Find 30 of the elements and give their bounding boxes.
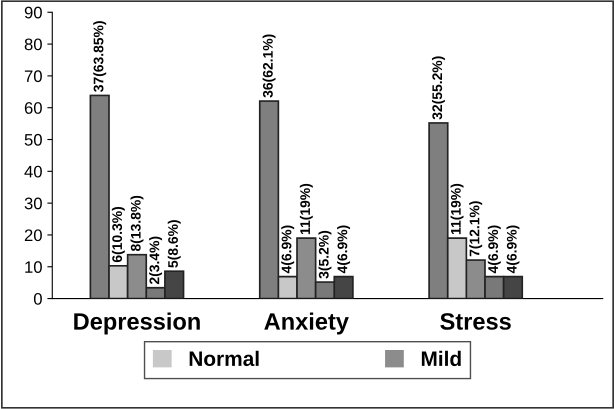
data-label: 8(13.8%): [130, 196, 144, 252]
y-tick-label: 20: [24, 229, 42, 242]
y-tick-label: 40: [24, 166, 42, 178]
data-label: 11(19%): [300, 184, 313, 234]
data-label: 5(8.6%): [168, 220, 181, 268]
data-label: 36(62.1%): [262, 34, 276, 98]
legend-label: Normal: [190, 350, 259, 366]
data-label: 32(55.2%): [432, 56, 445, 120]
y-tick-label: 30: [24, 198, 42, 210]
data-label: 4(6.9%): [281, 226, 294, 274]
data-label: 3(5.2%): [318, 230, 332, 279]
data-label: 4(6.9%): [488, 226, 501, 274]
data-label: 4(6.9%): [506, 226, 520, 274]
x-tick-label: Depression: [74, 312, 200, 334]
y-tick-label: 90: [24, 6, 42, 18]
x-tick-label: Anxiety: [264, 312, 349, 334]
x-tick-label: Stress: [440, 313, 511, 330]
y-tick-label: 0: [34, 292, 42, 305]
legend-label: Mild: [422, 350, 461, 366]
data-label: 2(3.4%): [149, 236, 162, 284]
y-tick-label: 70: [24, 70, 42, 82]
y-tick-label: 60: [24, 102, 42, 114]
data-label: 37(63.85%): [93, 21, 106, 92]
data-label: 6(10.3%): [112, 206, 125, 262]
y-tick-label: 50: [24, 134, 42, 146]
data-label: 4(6.9%): [337, 226, 350, 274]
y-tick-label: 10: [25, 261, 42, 273]
data-label: 11(19%): [450, 184, 464, 234]
data-label: 7(12.1%): [469, 201, 482, 256]
y-tick-label: 80: [24, 38, 42, 50]
